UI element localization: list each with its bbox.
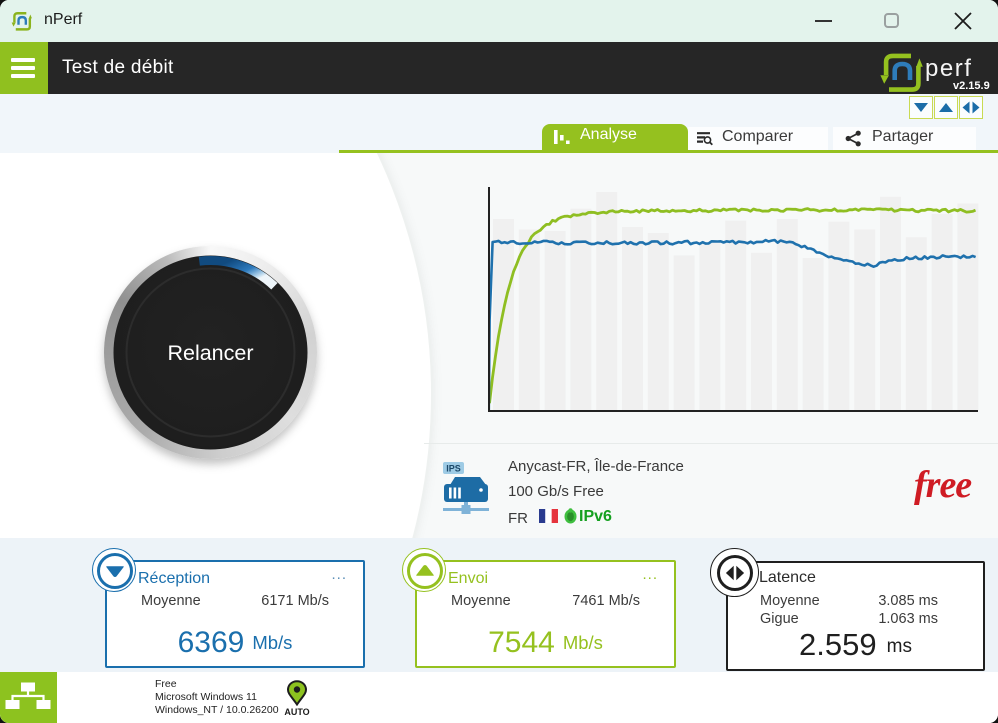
- svg-text:Relancer: Relancer: [167, 341, 253, 365]
- svg-text:IPS: IPS: [446, 464, 461, 474]
